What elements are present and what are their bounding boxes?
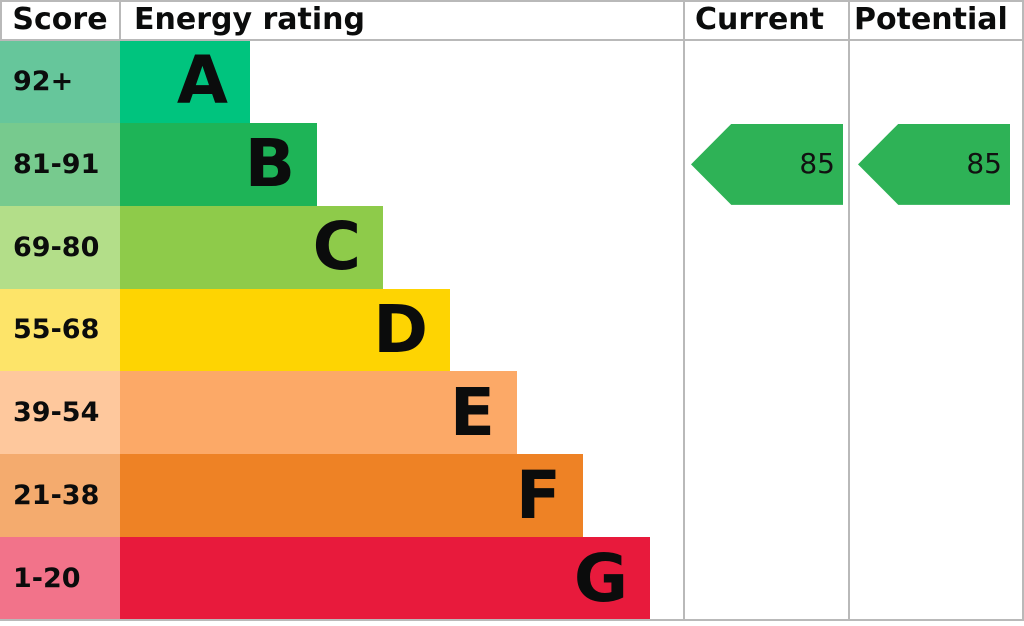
band-bar-C: C: [120, 205, 383, 289]
band-bar-A: A: [120, 40, 250, 123]
band-bar-E: E: [120, 371, 517, 455]
potential-rating-value: 85: [966, 147, 1002, 181]
score-range-label: 69-80: [13, 231, 100, 263]
header-left-border: [0, 0, 2, 40]
table-top-border: [0, 0, 1024, 2]
score-range-cell-E: 39-54: [0, 371, 120, 455]
band-letter: G: [573, 539, 628, 617]
score-range-cell-B: 81-91: [0, 122, 120, 206]
score-range-cell-D: 55-68: [0, 288, 120, 372]
header-current: Current: [695, 2, 825, 37]
band-bar-F: F: [120, 454, 583, 538]
table-bottom-border: [0, 619, 1024, 621]
band-row-D: 55-68 D: [0, 288, 1024, 372]
table-right-border: [1022, 0, 1024, 621]
header-bottom-border: [0, 39, 1024, 41]
score-column-divider: [119, 0, 121, 40]
band-letter: C: [312, 208, 361, 286]
header-potential: Potential: [854, 2, 1008, 37]
score-range-cell-G: 1-20: [0, 537, 120, 620]
band-row-A: 92+ A: [0, 40, 1024, 123]
band-letter: E: [449, 373, 495, 451]
band-bar-D: D: [120, 288, 450, 372]
current-column-divider: [683, 0, 685, 621]
score-range-label: 1-20: [13, 563, 81, 595]
score-range-cell-F: 21-38: [0, 454, 120, 538]
band-row-G: 1-20 G: [0, 537, 1024, 620]
band-letter: B: [244, 125, 295, 203]
band-letter: F: [515, 456, 561, 534]
band-row-E: 39-54 E: [0, 371, 1024, 455]
header-energy-rating: Energy rating: [134, 2, 365, 37]
potential-column-divider: [848, 0, 850, 621]
score-range-label: 92+: [13, 65, 74, 97]
band-row-B: 81-91 B: [0, 122, 1024, 206]
band-bar-B: B: [120, 122, 317, 206]
score-range-label: 21-38: [13, 480, 100, 512]
band-bar-G: G: [120, 537, 650, 620]
band-letter: D: [373, 290, 428, 368]
score-range-label: 55-68: [13, 314, 100, 346]
band-row-F: 21-38 F: [0, 454, 1024, 538]
band-row-C: 69-80 C: [0, 205, 1024, 289]
current-rating-value: 85: [799, 147, 835, 181]
score-range-label: 81-91: [13, 148, 100, 180]
band-letter: A: [176, 42, 228, 120]
score-range-label: 39-54: [13, 397, 100, 429]
score-range-cell-C: 69-80: [0, 205, 120, 289]
score-range-cell-A: 92+: [0, 40, 120, 123]
header-score: Score: [12, 2, 108, 37]
